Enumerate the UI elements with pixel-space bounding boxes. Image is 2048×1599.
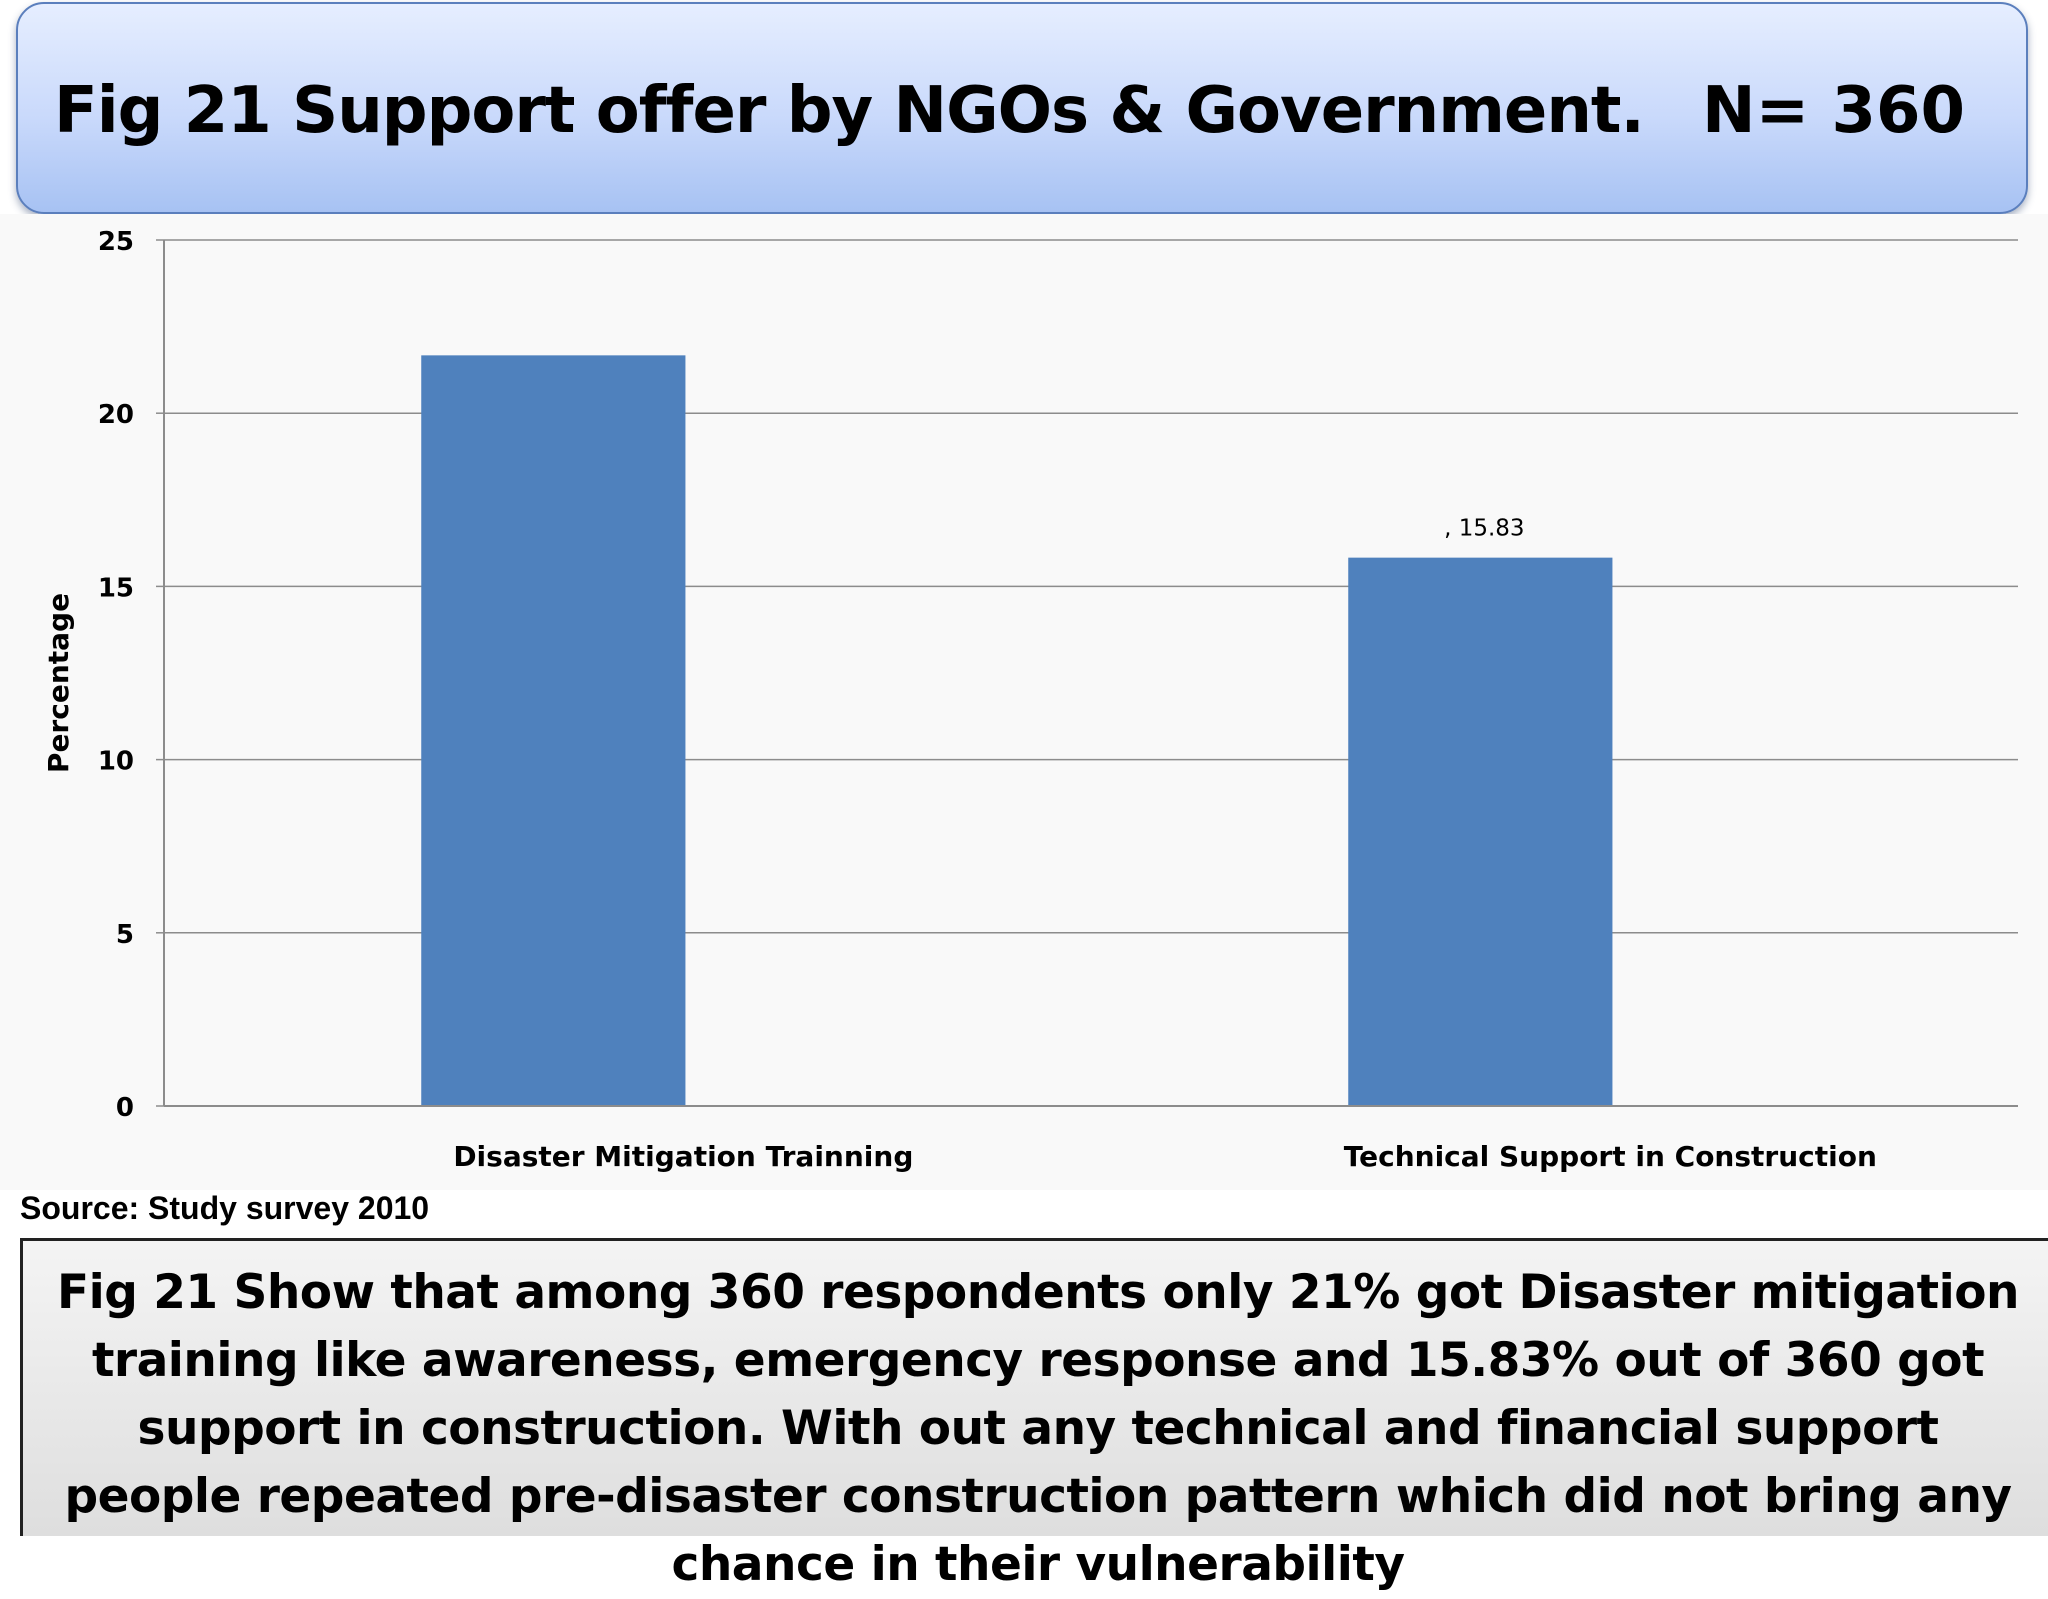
chart-background xyxy=(0,214,2048,1190)
title-banner: Fig 21 Support offer by NGOs & Governmen… xyxy=(16,2,2028,214)
y-tick-label: 5 xyxy=(116,920,134,950)
x-category-label: Technical Support in Construction xyxy=(1344,1140,1877,1173)
sample-size-label: N= 360 xyxy=(1702,74,1966,148)
bar xyxy=(421,355,686,1106)
caption-box: Fig 21 Show that among 360 respondents o… xyxy=(20,1238,2048,1592)
y-tick-label: 0 xyxy=(116,1093,134,1123)
chart-labels: 0 5 10 15 20 25 Disaster Mitigation Trainning,… xyxy=(42,227,1877,1173)
source-note: Source: Study survey 2010 xyxy=(20,1190,430,1226)
bar xyxy=(1348,557,1613,1106)
y-tick-label: 25 xyxy=(98,227,134,257)
caption-text: Fig 21 Show that among 360 respondents o… xyxy=(57,1265,2019,1592)
axes xyxy=(156,239,2018,1107)
y-tick-label: 15 xyxy=(98,573,134,603)
data-label: , 15.83 xyxy=(1444,516,1524,542)
y-tick-label: 10 xyxy=(98,747,134,777)
x-category-label: Disaster Mitigation Trainning xyxy=(453,1140,913,1173)
bar-chart: 0 5 10 15 20 25 Disaster Mitigation Trainning,… xyxy=(0,214,2048,1190)
figure-title: Fig 21 Support offer by NGOs & Governmen… xyxy=(54,74,1645,148)
y-tick-label: 20 xyxy=(98,400,134,430)
bars xyxy=(421,355,1613,1106)
y-axis-title: Percentage xyxy=(42,593,75,773)
